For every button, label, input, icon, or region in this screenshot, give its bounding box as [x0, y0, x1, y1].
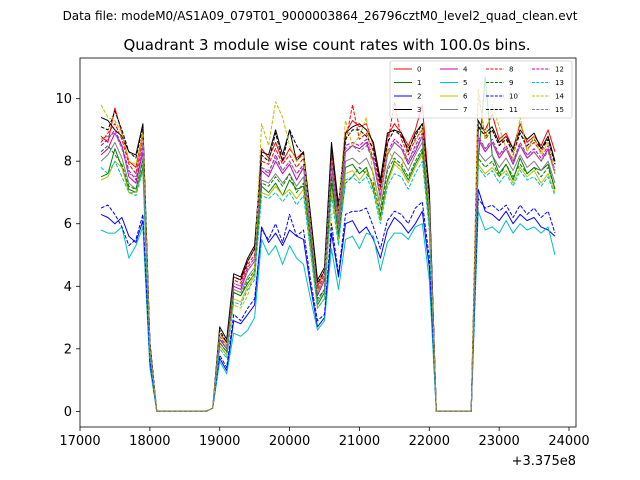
series-line-10: [100, 198, 556, 412]
legend-label-0: 0: [417, 66, 421, 74]
legend-label-9: 9: [509, 79, 513, 87]
plot-area: 17000 18000 19000 20000 21000 22000 23000 24000…: [55, 57, 590, 469]
legend-label-6: 6: [463, 93, 468, 101]
chart-suptitle: Data file: modeM0/AS1A09_079T01_90000038…: [63, 9, 578, 23]
y-tick-label: 2: [64, 342, 72, 357]
legend-label-15: 15: [555, 106, 564, 114]
x-tick-label: 22000: [409, 434, 450, 449]
legend-label-5: 5: [463, 79, 467, 87]
x-tick-label: 21000: [339, 434, 380, 449]
legend-label-4: 4: [463, 66, 468, 74]
x-tick-label: 23000: [478, 434, 519, 449]
x-tick-label: 20000: [269, 434, 310, 449]
x-axis: 17000 18000 19000 20000 21000 22000 23000 24000: [59, 427, 590, 449]
axes-frame: [79, 57, 577, 428]
y-tick-label: 0: [64, 405, 72, 420]
legend-label-1: 1: [417, 79, 421, 87]
legend-label-10: 10: [509, 93, 518, 101]
legend-box: [389, 60, 573, 119]
x-offset-label: +3.375e8: [512, 454, 576, 469]
chart-title: Quadrant 3 module wise count rates with …: [123, 36, 530, 54]
legend-label-11: 11: [509, 106, 518, 114]
legend-label-13: 13: [555, 79, 564, 87]
x-tick-label: 19000: [199, 434, 240, 449]
y-tick-label: 10: [55, 92, 72, 107]
legend-label-12: 12: [555, 66, 564, 74]
legend-label-7: 7: [463, 106, 467, 114]
x-tick-label: 24000: [548, 434, 589, 449]
series-line-15: [100, 132, 556, 412]
y-tick-label: 8: [64, 155, 72, 170]
legend-label-8: 8: [509, 66, 513, 74]
x-tick-label: 17000: [59, 434, 100, 449]
x-tick-label: 18000: [129, 434, 170, 449]
y-tick-label: 6: [64, 217, 72, 232]
y-tick-label: 4: [64, 280, 72, 295]
legend-label-14: 14: [555, 93, 564, 101]
legend-label-3: 3: [417, 106, 421, 114]
y-axis: 0 2 4 6 8 10: [55, 92, 80, 420]
legend-label-2: 2: [417, 93, 421, 101]
